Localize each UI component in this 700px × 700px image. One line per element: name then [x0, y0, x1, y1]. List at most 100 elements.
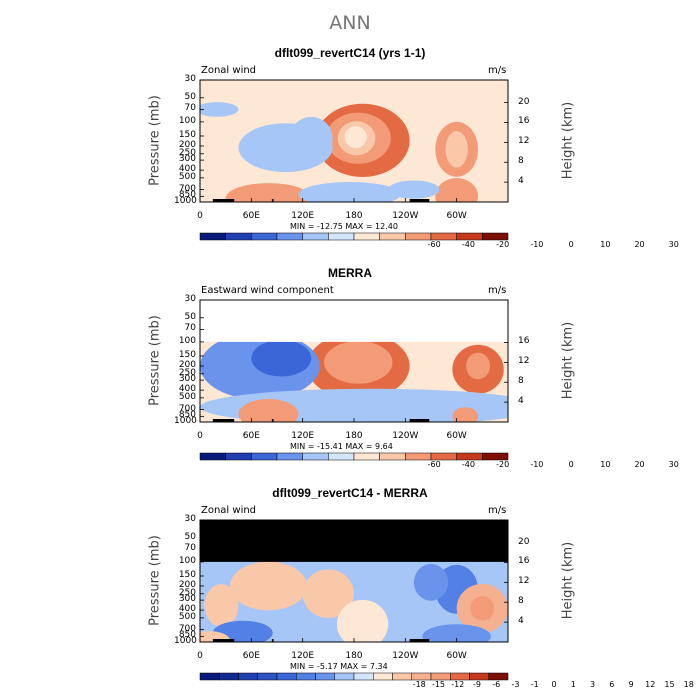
- colorbar-swatch: [328, 452, 355, 461]
- topography-mark: [271, 419, 274, 422]
- colorbar-swatch: [276, 232, 303, 241]
- colorbar-swatch: [238, 672, 258, 681]
- y-tick-label: 700: [178, 183, 196, 194]
- colorbar-swatch: [328, 232, 355, 241]
- contour-region: [204, 584, 239, 627]
- colorbar-swatch: [353, 452, 380, 461]
- y-tick-label: 400: [178, 164, 196, 175]
- colorbar-tick-label: -10: [530, 460, 544, 469]
- topography-mark: [409, 199, 425, 202]
- panel-title-3: dflt099_revertC14 - MERRA: [272, 486, 428, 500]
- colorbar-swatch: [392, 672, 412, 681]
- y-tick-label: 200: [178, 580, 196, 590]
- colorbar-tick-label: 15: [664, 680, 675, 689]
- height-tick-label: 12: [518, 356, 530, 367]
- height-tick-label: 12: [518, 576, 530, 587]
- colorbar-swatch: [456, 452, 483, 461]
- colorbar-tick-label: -18: [412, 680, 426, 689]
- figure-title: ANN: [329, 12, 371, 34]
- topography-mark: [409, 419, 425, 422]
- panel-units-label: m/s: [488, 285, 507, 296]
- colorbar-swatch: [373, 672, 393, 681]
- y-tick-label: 300: [178, 374, 196, 385]
- y-axis-title: Pressure (mb): [147, 315, 163, 406]
- topography-mark: [409, 639, 425, 642]
- contour-region: [324, 340, 393, 384]
- y-tick-label: 300: [178, 154, 196, 165]
- x-tick-label: 60W: [446, 651, 467, 661]
- missing-data-region: [200, 300, 508, 342]
- contour-region: [435, 178, 479, 202]
- contour-region: [289, 116, 333, 160]
- y-tick-label: 300: [178, 594, 196, 605]
- colorbar-swatch: [257, 672, 278, 681]
- y-tick-label: 400: [178, 604, 196, 615]
- colorbar-swatch: [456, 232, 483, 241]
- colorbar-swatch: [315, 672, 335, 681]
- colorbar-swatch: [482, 232, 509, 241]
- colorbar-swatch: [430, 672, 451, 681]
- panel-units-label: m/s: [488, 65, 507, 76]
- x-tick-label: 120E: [291, 211, 315, 221]
- y-tick-label: 150: [178, 129, 196, 140]
- contour-region: [336, 599, 389, 642]
- topography-mark: [271, 199, 274, 202]
- colorbar-swatch: [405, 452, 432, 461]
- colorbar-swatch: [353, 232, 380, 241]
- y-tick-label: 70: [184, 323, 196, 334]
- missing-data-region: [200, 520, 508, 562]
- y-tick-label: 850: [178, 630, 196, 641]
- y-tick-label: 850: [178, 410, 196, 421]
- colorbar-tick-label: 18: [683, 680, 694, 689]
- y-tick-label: 250: [178, 367, 196, 378]
- contour-region: [298, 182, 402, 202]
- colorbar-swatch: [405, 232, 432, 241]
- y-tick-label: 250: [178, 147, 196, 158]
- colorbar-swatch: [430, 232, 457, 241]
- min-max-label: MIN = -12.75 MAX = 12.40: [290, 222, 398, 231]
- panel-variable-label: Zonal wind: [201, 65, 257, 76]
- colorbar-swatch: [276, 452, 303, 461]
- y-tick-label: 200: [178, 140, 196, 150]
- y-tick-label: 250: [178, 587, 196, 598]
- colorbar-swatch: [199, 232, 226, 241]
- colorbar-tick-label: -20: [496, 240, 510, 249]
- colorbar-tick-label: -12: [451, 680, 465, 689]
- x-tick-label: 120W: [392, 651, 419, 661]
- y-tick-label: 1000: [174, 416, 197, 426]
- colorbar-tick-label: -60: [427, 240, 441, 249]
- y-tick-label: 850: [178, 190, 196, 201]
- y-tick-label: 200: [178, 360, 196, 370]
- colorbar-tick-label: -15: [431, 680, 446, 689]
- colorbar-swatch: [302, 452, 329, 461]
- contour-field: [200, 80, 508, 202]
- colorbar-tick-label: -6: [492, 680, 501, 689]
- colorbar-tick-label: 9: [628, 680, 634, 689]
- colorbar-tick-label: 20: [634, 460, 645, 469]
- panel-variable-label: Eastward wind component: [201, 285, 334, 296]
- contour-field: [200, 300, 508, 422]
- contour-region: [445, 131, 468, 168]
- y-axis-title: Pressure (mb): [147, 95, 163, 186]
- y-tick-label: 30: [184, 514, 196, 524]
- colorbar-tick-label: -1: [530, 680, 539, 689]
- colorbar-tick-label: 30: [668, 240, 679, 249]
- height-tick-label: 4: [518, 176, 524, 187]
- contour-region: [388, 180, 440, 199]
- y-axis-title: Pressure (mb): [147, 535, 163, 626]
- height-tick-label: 16: [518, 116, 530, 127]
- colorbar-tick-label: 10: [600, 240, 611, 249]
- colorbar-swatch: [199, 672, 220, 681]
- x-tick-label: 60W: [446, 431, 467, 441]
- y-tick-label: 100: [178, 555, 196, 566]
- x-tick-label: 120W: [392, 211, 419, 221]
- height-axis-title: Height (km): [560, 101, 576, 180]
- colorbar-tick-label: 30: [668, 460, 679, 469]
- contour-region: [466, 352, 491, 380]
- x-tick-label: 0: [197, 211, 203, 221]
- colorbar-swatch: [430, 452, 457, 461]
- x-tick-label: 0: [197, 651, 203, 661]
- height-tick-label: 4: [518, 396, 524, 407]
- height-tick-label: 16: [518, 336, 530, 347]
- colorbar-swatch: [219, 672, 239, 681]
